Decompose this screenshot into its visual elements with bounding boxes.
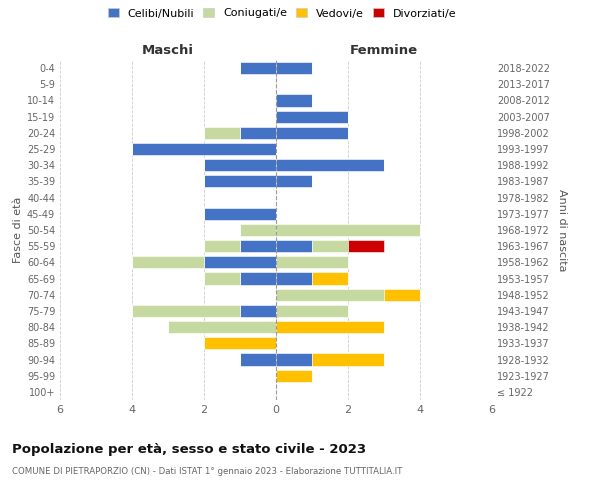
Bar xyxy=(276,272,312,284)
Bar xyxy=(240,354,276,366)
Text: COMUNE DI PIETRAPORZIO (CN) - Dati ISTAT 1° gennaio 2023 - Elaborazione TUTTITAL: COMUNE DI PIETRAPORZIO (CN) - Dati ISTAT… xyxy=(12,468,403,476)
Bar xyxy=(168,321,276,333)
Bar xyxy=(384,288,420,301)
Bar xyxy=(240,272,276,284)
Text: Popolazione per età, sesso e stato civile - 2023: Popolazione per età, sesso e stato civil… xyxy=(12,442,366,456)
Bar xyxy=(204,240,240,252)
Bar xyxy=(204,208,276,220)
Bar xyxy=(312,272,348,284)
Text: Femmine: Femmine xyxy=(350,44,418,57)
Bar xyxy=(276,159,384,172)
Bar xyxy=(276,354,312,366)
Bar xyxy=(132,305,240,317)
Bar xyxy=(204,272,240,284)
Bar xyxy=(276,321,384,333)
Bar xyxy=(240,305,276,317)
Bar xyxy=(276,224,420,236)
Bar xyxy=(132,256,204,268)
Bar xyxy=(312,240,348,252)
Bar xyxy=(240,224,276,236)
Bar xyxy=(204,176,276,188)
Bar xyxy=(348,240,384,252)
Y-axis label: Anni di nascita: Anni di nascita xyxy=(557,188,566,271)
Bar xyxy=(240,62,276,74)
Bar xyxy=(276,62,312,74)
Bar xyxy=(276,176,312,188)
Y-axis label: Fasce di età: Fasce di età xyxy=(13,197,23,263)
Bar xyxy=(276,94,312,106)
Bar xyxy=(276,256,348,268)
Bar xyxy=(240,240,276,252)
Bar xyxy=(204,127,240,139)
Bar xyxy=(204,256,276,268)
Bar xyxy=(276,127,348,139)
Text: Maschi: Maschi xyxy=(142,44,194,57)
Bar xyxy=(312,354,384,366)
Bar xyxy=(204,159,276,172)
Bar xyxy=(276,110,348,122)
Bar xyxy=(276,288,384,301)
Bar xyxy=(276,240,312,252)
Bar xyxy=(204,338,276,349)
Bar xyxy=(132,143,276,155)
Legend: Celibi/Nubili, Coniugati/e, Vedovi/e, Divorziati/e: Celibi/Nubili, Coniugati/e, Vedovi/e, Di… xyxy=(107,8,457,18)
Bar xyxy=(276,305,348,317)
Bar xyxy=(240,127,276,139)
Bar xyxy=(276,370,312,382)
